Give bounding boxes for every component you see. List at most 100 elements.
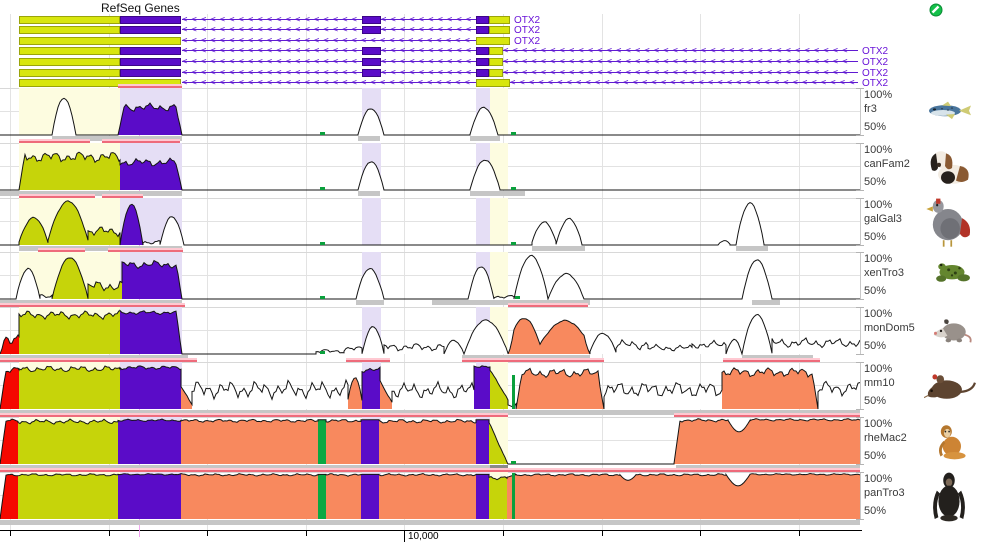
pufferfish-icon[interactable] <box>926 99 974 125</box>
conservation-plot-galGal3[interactable] <box>0 198 861 247</box>
gene-utr-exon[interactable] <box>489 58 503 66</box>
conservation-plot-xenTro3[interactable] <box>0 252 861 301</box>
alignment-bar <box>0 191 182 196</box>
ecr-highlight-bar[interactable] <box>0 468 860 472</box>
track-species-label[interactable]: canFam2 <box>864 158 910 170</box>
ecr-highlight-bar[interactable] <box>108 248 183 252</box>
gene-utr-exon[interactable] <box>19 37 181 45</box>
frog-icon[interactable] <box>932 257 972 289</box>
gene-coding-exon[interactable] <box>362 26 381 34</box>
gene-name-label[interactable]: OTX2 <box>862 68 889 79</box>
gene-coding-exon[interactable] <box>362 69 381 77</box>
repeat-mark-tick <box>511 461 516 464</box>
gene-coding-exon[interactable] <box>120 26 181 34</box>
alignment-bar <box>0 520 860 525</box>
gene-coding-exon[interactable] <box>120 58 181 66</box>
scale-label-top: 100% <box>864 89 893 101</box>
alignment-bar <box>470 136 500 141</box>
gene-name-label[interactable]: OTX2 <box>862 46 889 57</box>
alignment-bar <box>0 465 490 470</box>
ecr-highlight-bar[interactable] <box>723 358 820 362</box>
track-species-label[interactable]: panTro3 <box>864 487 905 499</box>
ecr-highlight-bar[interactable] <box>508 303 588 307</box>
ecr-highlight-bar[interactable] <box>674 413 860 417</box>
axis-tick <box>602 530 603 536</box>
ecr-highlight-bar[interactable] <box>19 194 95 198</box>
gene-coding-exon[interactable] <box>476 16 489 24</box>
gene-strand-arrows: <<<<<<<<<<<<<<<<<<< <box>182 47 362 55</box>
gene-utr-exon[interactable] <box>476 79 510 87</box>
conservation-plot-mm10[interactable] <box>0 362 861 411</box>
rat-icon[interactable] <box>924 362 976 408</box>
gene-strand-arrows: <<<<<<<<<<<<<<<<<<<<<<<<<<<<<<<<<<<<< <box>503 47 858 55</box>
gene-coding-exon[interactable] <box>362 16 381 24</box>
vertical-gridline <box>700 14 701 530</box>
alignment-bar <box>432 300 590 305</box>
gene-utr-exon[interactable] <box>489 26 510 34</box>
gene-coding-exon[interactable] <box>120 47 181 55</box>
track-species-label[interactable]: xenTro3 <box>864 267 904 279</box>
gene-utr-exon[interactable] <box>19 69 120 77</box>
gene-utr-exon[interactable] <box>19 16 120 24</box>
chimpanzee-icon[interactable] <box>926 470 972 522</box>
track-species-label[interactable]: galGal3 <box>864 213 902 225</box>
ecr-highlight-bar[interactable] <box>118 84 182 88</box>
ecr-highlight-bar[interactable] <box>462 358 604 362</box>
gene-coding-exon[interactable] <box>476 69 489 77</box>
dog-icon[interactable] <box>926 146 974 188</box>
gene-coding-exon[interactable] <box>362 47 381 55</box>
gene-utr-exon[interactable] <box>19 26 120 34</box>
browser-logo-icon[interactable] <box>929 3 943 17</box>
conservation-plot-panTro3[interactable] <box>0 472 861 521</box>
scale-tick <box>856 362 864 363</box>
gene-name-label[interactable]: OTX2 <box>862 57 889 68</box>
track-species-label[interactable]: monDom5 <box>864 322 915 334</box>
ecr-highlight-bar[interactable] <box>38 248 85 252</box>
opossum-icon[interactable] <box>930 311 974 349</box>
gene-coding-exon[interactable] <box>362 58 381 66</box>
gene-utr-exon[interactable] <box>19 79 181 87</box>
ecr-highlight-bar[interactable] <box>0 358 197 362</box>
gene-utr-exon[interactable] <box>19 47 120 55</box>
gene-utr-exon[interactable] <box>19 58 120 66</box>
track-species-label[interactable]: fr3 <box>864 103 877 115</box>
gene-strand-arrows: <<<<<<<<<<<<<<<<<<<<<<<<<<<<<<<<<<<<< <box>503 58 858 66</box>
repeat-mark-tick <box>320 187 325 190</box>
conservation-plot-monDom5[interactable] <box>0 307 861 356</box>
gene-utr-exon[interactable] <box>489 16 510 24</box>
vertical-gridline <box>602 14 603 530</box>
ecr-highlight-bar[interactable] <box>0 303 185 307</box>
gene-utr-exon[interactable] <box>489 47 503 55</box>
ecr-highlight-bar[interactable] <box>102 194 143 198</box>
gene-name-label[interactable]: OTX2 <box>862 78 889 89</box>
gene-coding-exon[interactable] <box>476 58 489 66</box>
gene-strand-arrows: <<<<<<<<<<<<<<<<<<<<<<<<<<<<<<<<<<<<< <box>503 69 858 77</box>
axis-tick <box>109 530 110 536</box>
gene-coding-exon[interactable] <box>120 69 181 77</box>
conservation-plot-rheMac2[interactable] <box>0 417 861 466</box>
conservation-plot-fr3[interactable] <box>0 88 861 137</box>
gene-name-label[interactable]: OTX2 <box>514 25 541 36</box>
chicken-icon[interactable] <box>922 196 974 248</box>
track-species-label[interactable]: rheMac2 <box>864 432 907 444</box>
vertical-gridline <box>207 14 208 530</box>
gene-coding-exon[interactable] <box>476 26 489 34</box>
alignment-bar <box>742 355 813 360</box>
ecr-highlight-bar[interactable] <box>346 358 390 362</box>
monkey-icon[interactable] <box>928 420 972 462</box>
gene-utr-exon[interactable] <box>489 69 503 77</box>
gene-coding-exon[interactable] <box>476 47 489 55</box>
axis-tick <box>700 530 701 536</box>
ecr-highlight-bar[interactable] <box>19 139 90 143</box>
ecr-highlight-bar[interactable] <box>102 139 180 143</box>
scale-tick <box>856 135 864 136</box>
repeat-mark-tick <box>320 132 325 135</box>
gene-name-label[interactable]: OTX2 <box>514 15 541 26</box>
gene-name-label[interactable]: OTX2 <box>514 36 541 47</box>
gene-coding-exon[interactable] <box>120 16 181 24</box>
gene-utr-exon[interactable] <box>476 37 510 45</box>
conservation-plot-canFam2[interactable] <box>0 143 861 192</box>
track-species-label[interactable]: mm10 <box>864 377 895 389</box>
ecr-highlight-bar[interactable] <box>0 413 508 417</box>
alignment-bar <box>52 136 182 141</box>
